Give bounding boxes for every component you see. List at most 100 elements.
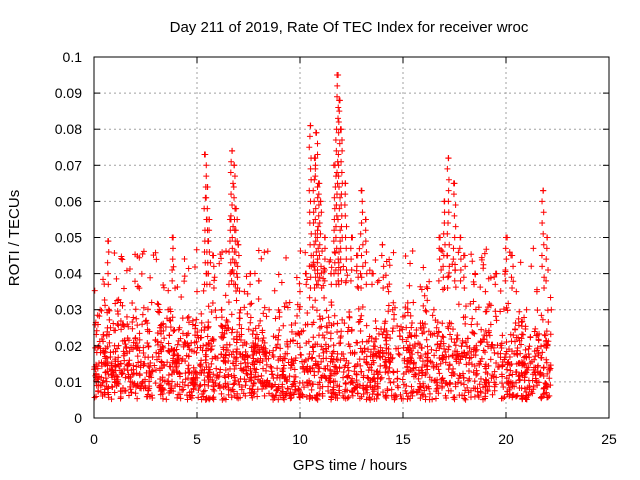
data-point <box>334 82 341 89</box>
data-point <box>257 317 264 324</box>
data-point <box>395 350 402 357</box>
data-point <box>482 349 489 356</box>
data-point <box>512 369 519 376</box>
data-point <box>378 252 385 259</box>
data-point <box>309 354 316 361</box>
data-point <box>503 256 510 263</box>
data-point <box>111 327 118 334</box>
data-point <box>169 256 176 263</box>
data-point <box>140 385 147 392</box>
data-point <box>419 369 426 376</box>
data-point <box>332 394 339 401</box>
data-point <box>140 248 147 255</box>
data-point <box>200 388 207 395</box>
data-point <box>514 344 521 351</box>
data-point <box>231 173 238 180</box>
data-point <box>470 298 477 305</box>
data-point <box>104 259 111 266</box>
data-point <box>95 387 102 394</box>
data-point <box>91 394 98 401</box>
data-point <box>153 349 160 356</box>
data-point <box>321 266 328 273</box>
data-point <box>372 256 379 263</box>
data-point <box>297 248 304 255</box>
data-point <box>311 176 318 183</box>
data-point <box>341 355 348 362</box>
data-point <box>287 395 294 402</box>
data-point <box>365 375 372 382</box>
data-point <box>312 238 319 245</box>
data-point <box>276 327 283 334</box>
data-point <box>425 328 432 335</box>
data-point <box>147 360 154 367</box>
data-point <box>262 382 269 389</box>
x-tick-label: 25 <box>601 431 617 447</box>
data-point <box>350 379 357 386</box>
data-point <box>93 327 100 334</box>
data-point <box>316 385 323 392</box>
data-point <box>327 379 334 386</box>
data-point <box>97 382 104 389</box>
data-point <box>240 367 247 374</box>
data-point <box>340 369 347 376</box>
data-point <box>192 378 199 385</box>
data-point <box>512 338 519 345</box>
data-point <box>499 332 506 339</box>
data-point <box>284 385 291 392</box>
data-point <box>320 349 327 356</box>
data-point <box>330 238 337 245</box>
data-point <box>111 249 118 256</box>
data-point <box>226 248 233 255</box>
data-point <box>413 332 420 339</box>
data-point <box>165 372 172 379</box>
data-point <box>337 245 344 252</box>
data-point <box>370 388 377 395</box>
data-point <box>518 335 525 342</box>
data-point <box>389 306 396 313</box>
data-point <box>169 314 176 321</box>
data-point <box>301 384 308 391</box>
data-point <box>421 362 428 368</box>
data-point <box>243 378 250 385</box>
data-point <box>451 277 458 284</box>
y-tick-label: 0.05 <box>55 230 82 246</box>
data-point <box>311 285 318 292</box>
data-point <box>325 314 332 321</box>
data-point <box>534 332 541 339</box>
data-point <box>356 318 363 325</box>
data-point <box>261 249 268 256</box>
data-point <box>523 354 530 361</box>
data-point <box>130 366 137 373</box>
data-point <box>308 386 315 393</box>
data-point <box>506 393 513 400</box>
data-point <box>322 234 329 241</box>
data-layer <box>91 72 555 403</box>
data-point <box>394 375 401 382</box>
data-point <box>470 329 477 336</box>
data-point <box>283 300 290 307</box>
data-point <box>540 385 547 392</box>
data-point <box>338 328 345 335</box>
data-point <box>422 370 429 377</box>
data-point <box>468 354 475 361</box>
data-point <box>203 364 210 371</box>
data-point <box>412 364 419 371</box>
data-point <box>243 273 250 280</box>
data-point <box>120 285 127 292</box>
y-tick-label: 0.09 <box>55 85 82 101</box>
data-point <box>139 250 146 257</box>
data-point <box>280 388 287 395</box>
data-point <box>230 381 237 388</box>
data-point <box>525 350 532 357</box>
data-point <box>198 310 205 317</box>
data-point <box>306 350 313 357</box>
data-point <box>442 359 449 366</box>
data-point <box>372 350 379 357</box>
data-point <box>513 350 520 357</box>
data-point <box>454 379 461 386</box>
data-point <box>382 369 389 376</box>
data-point <box>518 385 525 392</box>
data-point <box>482 361 489 368</box>
data-point <box>377 344 384 351</box>
data-point <box>385 302 392 309</box>
